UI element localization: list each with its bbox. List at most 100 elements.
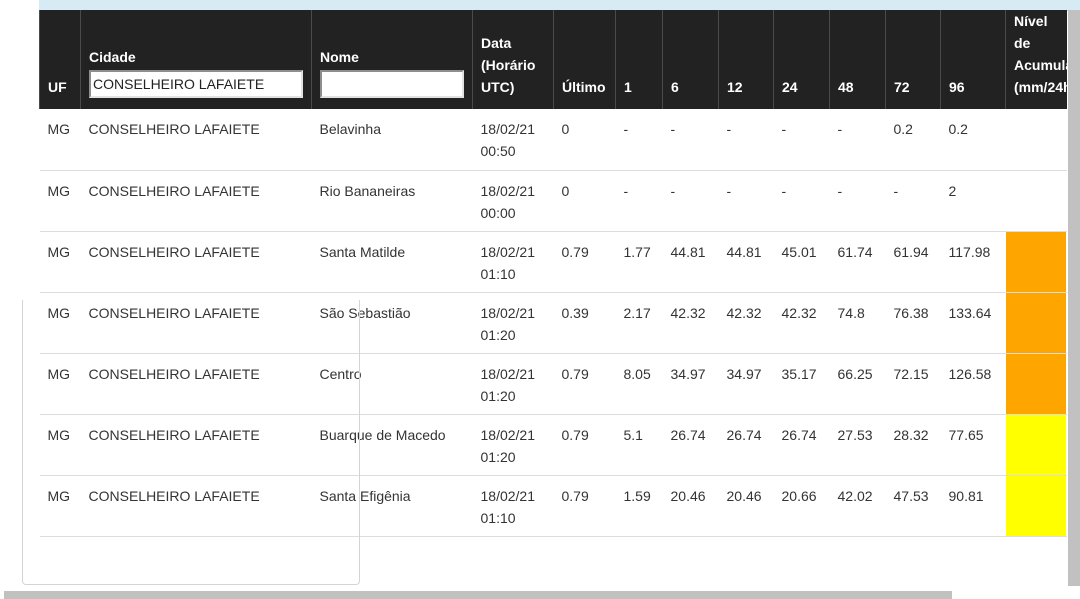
table-row: MG CONSELHEIRO LAFAIETE Santa Matilde 18/02… (39, 231, 1067, 293)
cell-h48: 61.74 (829, 231, 886, 293)
cell-data: 18/02/21 01:10 (472, 475, 554, 537)
cell-nivel-indicator (1005, 170, 1067, 232)
cell-data: 18/02/21 01:20 (472, 353, 554, 415)
col-header-6h[interactable]: 6 (662, 10, 719, 109)
cell-cidade: CONSELHEIRO LAFAIETE (80, 170, 312, 232)
rainfall-table-container: UF Cidade Nome Data (Horário UTC) Último… (39, 10, 1067, 550)
cell-nome: Santa Efigênia (311, 475, 473, 537)
table-body: MG CONSELHEIRO LAFAIETE Belavinha 18/02/21 0… (39, 109, 1067, 537)
cell-data: 18/02/21 00:50 (472, 109, 554, 171)
table-header-row: UF Cidade Nome Data (Horário UTC) Último… (39, 10, 1067, 109)
table-row: MG CONSELHEIRO LAFAIETE Buarque de Macedo 1… (39, 414, 1067, 476)
nivel-color-swatch (1005, 231, 1066, 292)
table-row: MG CONSELHEIRO LAFAIETE São Sebastião 18/02… (39, 292, 1067, 354)
cell-h6: - (662, 170, 719, 232)
cell-uf: MG (39, 475, 81, 537)
cell-ultimo: 0.79 (553, 414, 616, 476)
cell-h48: 42.02 (829, 475, 886, 537)
cell-h48: 27.53 (829, 414, 886, 476)
cell-date: 18/02/21 (480, 121, 536, 137)
col-header-12h[interactable]: 12 (718, 10, 774, 109)
cell-data: 18/02/21 01:20 (472, 292, 554, 354)
cell-h6: 44.81 (662, 231, 719, 293)
cell-h12: 20.46 (718, 475, 774, 537)
cell-h72: 47.53 (885, 475, 941, 537)
cell-nome: Belavinha (311, 109, 473, 171)
cell-h6: - (662, 109, 719, 171)
cell-h48: - (829, 170, 886, 232)
table-row: MG CONSELHEIRO LAFAIETE Belavinha 18/02/21 0… (39, 109, 1067, 171)
cell-h1: - (615, 170, 663, 232)
cell-h12: 42.32 (718, 292, 774, 354)
nivel-color-swatch (1005, 414, 1066, 475)
cell-cidade: CONSELHEIRO LAFAIETE (80, 109, 312, 171)
cell-h6: 34.97 (662, 353, 719, 415)
cell-nivel-indicator (1005, 353, 1067, 415)
horizontal-scrollbar[interactable] (4, 591, 952, 599)
cell-h96: 2 (940, 170, 1006, 232)
cell-uf: MG (39, 109, 81, 171)
col-header-48h[interactable]: 48 (829, 10, 886, 109)
cell-h72: - (885, 170, 941, 232)
cell-date: 18/02/21 (480, 182, 536, 199)
cell-time: 00:50 (480, 143, 516, 159)
cell-cidade: CONSELHEIRO LAFAIETE (80, 292, 312, 354)
cell-date: 18/02/21 (480, 304, 536, 321)
cell-ultimo: 0 (553, 170, 616, 232)
cell-nome: Buarque de Macedo (311, 414, 473, 476)
cell-time: 01:20 (480, 326, 516, 343)
cell-ultimo: 0.79 (553, 231, 616, 293)
cell-nivel-indicator (1005, 475, 1067, 537)
cell-cidade: CONSELHEIRO LAFAIETE (80, 231, 312, 293)
cell-h1: 2.17 (615, 292, 663, 354)
cell-uf: MG (39, 231, 81, 293)
nome-filter-input[interactable] (320, 70, 464, 98)
table-row: MG CONSELHEIRO LAFAIETE Rio Bananeiras 18/0… (39, 170, 1067, 232)
cell-h24: 35.17 (773, 353, 830, 415)
col-header-data[interactable]: Data (Horário UTC) (472, 10, 554, 109)
col-header-nivel[interactable]: Nível de Acumulado (mm/24h) (1005, 10, 1067, 109)
cell-h72: 28.32 (885, 414, 941, 476)
cell-h12: 26.74 (718, 414, 774, 476)
cell-time: 00:00 (480, 204, 516, 221)
col-header-24h[interactable]: 24 (773, 10, 830, 109)
cell-uf: MG (39, 292, 81, 354)
col-header-uf[interactable]: UF (39, 10, 81, 109)
rainfall-table: UF Cidade Nome Data (Horário UTC) Último… (39, 10, 1067, 537)
cell-date: 18/02/21 (480, 365, 536, 382)
cell-nome: São Sebastião (311, 292, 473, 354)
cell-h12: - (718, 170, 774, 232)
nivel-color-swatch (1005, 475, 1066, 536)
cell-ultimo: 0.79 (553, 475, 616, 537)
cidade-header-label: Cidade (89, 49, 136, 65)
cell-nivel-indicator (1005, 109, 1067, 171)
cell-h48: - (829, 109, 886, 171)
col-header-72h[interactable]: 72 (885, 10, 941, 109)
cell-uf: MG (39, 170, 81, 232)
nivel-color-swatch (1005, 353, 1066, 414)
cell-ultimo: 0.39 (553, 292, 616, 354)
cell-data: 18/02/21 00:00 (472, 170, 554, 232)
col-header-1h[interactable]: 1 (615, 10, 663, 109)
cell-time: 01:20 (480, 448, 516, 465)
cell-h96: 126.58 (940, 353, 1006, 415)
col-header-ultimo[interactable]: Último (553, 10, 616, 109)
cell-time: 01:10 (480, 509, 516, 526)
cell-time: 01:20 (480, 387, 516, 404)
cidade-filter-input[interactable] (89, 70, 303, 98)
cell-h96: 117.98 (940, 231, 1006, 293)
cell-h24: - (773, 109, 830, 171)
cell-date: 18/02/21 (480, 426, 536, 443)
cell-h12: 44.81 (718, 231, 774, 293)
cell-h6: 42.32 (662, 292, 719, 354)
cell-h24: 20.66 (773, 475, 830, 537)
cell-nivel-indicator (1005, 414, 1067, 476)
col-header-96h[interactable]: 96 (940, 10, 1006, 109)
cell-h24: - (773, 170, 830, 232)
cell-nivel-indicator (1005, 231, 1067, 293)
cell-nome: Santa Matilde (311, 231, 473, 293)
vertical-scrollbar[interactable] (1068, 10, 1080, 586)
cell-h24: 26.74 (773, 414, 830, 476)
cell-h24: 42.32 (773, 292, 830, 354)
cell-h96: 0.2 (940, 109, 1006, 171)
